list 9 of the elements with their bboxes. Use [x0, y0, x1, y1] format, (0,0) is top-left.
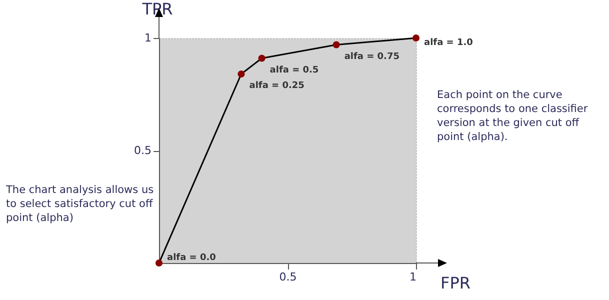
annotation: alfa = 0.25 — [249, 81, 304, 91]
annotation: alfa = 0.75 — [344, 52, 400, 62]
y-axis-title: TPR — [141, 0, 173, 18]
text: The chart analysis allows us to select satisfactory cut off point (alpha) — [6, 183, 155, 225]
text: Each point on the curve corresponds to one classifier version at the given cut off point (alpha). — [437, 88, 589, 144]
annotation: alfa = 0.0 — [167, 253, 216, 263]
annotation: alfa = 1.0 — [424, 38, 473, 48]
annotation: alfa = 0.5 — [270, 65, 319, 76]
x-axis-title: FPR — [440, 274, 470, 292]
